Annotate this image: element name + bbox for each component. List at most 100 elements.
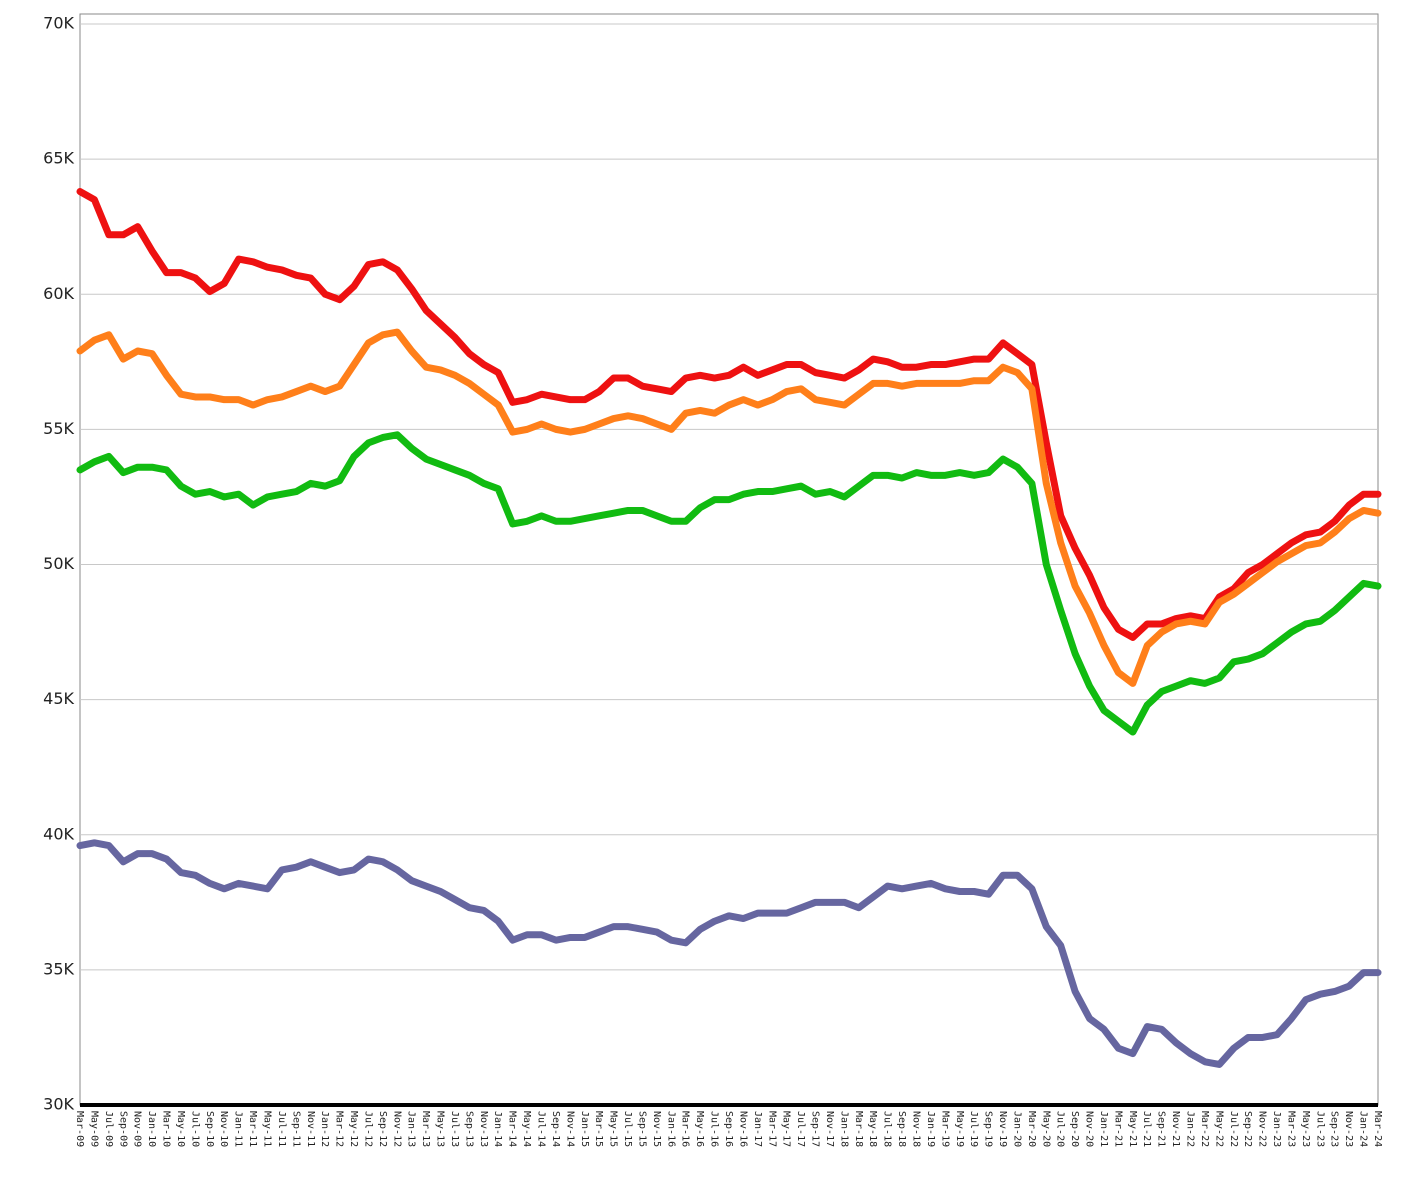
x-tick-label: Mar-21 — [1112, 1111, 1123, 1147]
y-tick-label: 70K — [43, 14, 74, 33]
x-tick-label: Nov-18 — [910, 1111, 921, 1147]
x-tick-label: Nov-09 — [132, 1111, 143, 1147]
x-tick-label: Jan-19 — [925, 1111, 936, 1147]
x-tick-label: Jan-24 — [1358, 1111, 1369, 1147]
x-tick-label: Mar-23 — [1285, 1111, 1296, 1147]
x-tick-label: Mar-24 — [1372, 1111, 1383, 1147]
x-tick-label: Jan-11 — [233, 1111, 244, 1147]
x-tick-label: Sep-11 — [290, 1111, 301, 1147]
x-tick-label: Nov-21 — [1170, 1111, 1181, 1147]
x-tick-label: May-22 — [1213, 1111, 1224, 1147]
x-tick-label: Mar-17 — [766, 1111, 777, 1147]
x-tick-label: Sep-18 — [896, 1111, 907, 1147]
x-tick-label: Sep-20 — [1069, 1111, 1080, 1147]
x-tick-label: Sep-22 — [1242, 1111, 1253, 1147]
x-tick-label: May-12 — [348, 1111, 359, 1147]
y-tick-label: 60K — [43, 284, 74, 303]
x-tick-label: Jul-12 — [362, 1111, 373, 1147]
x-tick-label: Jul-18 — [882, 1111, 893, 1147]
x-tick-label: May-19 — [954, 1111, 965, 1147]
x-tick-label: Jul-11 — [276, 1111, 287, 1147]
x-tick-label: Mar-18 — [853, 1111, 864, 1147]
x-tick-label: Nov-10 — [218, 1111, 229, 1147]
x-tick-label: Nov-16 — [737, 1111, 748, 1147]
x-tick-label: Mar-14 — [507, 1111, 518, 1147]
y-tick-label: 50K — [43, 554, 74, 573]
x-tick-label: Mar-19 — [939, 1111, 950, 1147]
x-tick-label: Jul-23 — [1314, 1111, 1325, 1147]
x-tick-label: May-10 — [175, 1111, 186, 1147]
x-tick-label: Jan-10 — [146, 1111, 157, 1147]
series-line — [76, 431, 1382, 736]
x-tick-label: May-16 — [694, 1111, 705, 1147]
x-tick-label: Jul-16 — [709, 1111, 720, 1147]
x-tick-label: Jul-09 — [103, 1111, 114, 1147]
x-tick-label: Nov-23 — [1343, 1111, 1354, 1147]
x-tick-label: Jan-14 — [492, 1111, 503, 1147]
x-tick-label: May-14 — [521, 1111, 532, 1147]
x-tick-label: Nov-12 — [391, 1111, 402, 1147]
y-tick-label: 55K — [43, 419, 74, 438]
x-tick-label: Nov-17 — [824, 1111, 835, 1147]
x-tick-label: Sep-09 — [117, 1111, 128, 1147]
y-tick-label: 65K — [43, 149, 74, 168]
x-tick-label: Jan-18 — [838, 1111, 849, 1147]
x-tick-label: Mar-22 — [1199, 1111, 1210, 1147]
x-tick-label: Sep-13 — [463, 1111, 474, 1147]
x-tick-label: Mar-12 — [334, 1111, 345, 1147]
x-tick-label: Jul-19 — [968, 1111, 979, 1147]
x-tick-label: Mar-10 — [161, 1111, 172, 1147]
x-tick-label: Jan-22 — [1185, 1111, 1196, 1147]
x-tick-label: Jan-21 — [1098, 1111, 1109, 1147]
x-tick-label: Jan-23 — [1271, 1111, 1282, 1147]
x-tick-label: Jul-21 — [1141, 1111, 1152, 1147]
x-tick-label: Jan-17 — [752, 1111, 763, 1147]
x-tick-label: May-11 — [261, 1111, 272, 1147]
x-tick-label: Jan-16 — [665, 1111, 676, 1147]
x-tick-label: May-18 — [867, 1111, 878, 1147]
x-tick-label: Mar-20 — [1026, 1111, 1037, 1147]
x-tick-label: Jul-14 — [536, 1111, 547, 1147]
x-tick-label: Nov-14 — [564, 1111, 575, 1147]
x-tick-label: Nov-22 — [1257, 1111, 1268, 1147]
x-tick-label: Sep-21 — [1156, 1111, 1167, 1147]
x-tick-label: May-13 — [435, 1111, 446, 1147]
x-tick-label: May-23 — [1300, 1111, 1311, 1147]
x-tick-label: Jul-22 — [1228, 1111, 1239, 1147]
x-tick-label: Mar-09 — [74, 1111, 85, 1147]
x-tick-label: May-20 — [1040, 1111, 1051, 1147]
y-tick-label: 40K — [43, 824, 74, 843]
x-tick-label: Jul-13 — [449, 1111, 460, 1147]
x-tick-label: Jan-12 — [319, 1111, 330, 1147]
series-line — [76, 188, 1382, 641]
x-tick-label: Sep-15 — [636, 1111, 647, 1147]
x-tick-label: Jul-17 — [795, 1111, 806, 1147]
x-tick-label: Nov-20 — [1084, 1111, 1095, 1147]
series-line — [76, 328, 1382, 687]
x-tick-label: May-17 — [781, 1111, 792, 1147]
x-tick-label: Jan-15 — [579, 1111, 590, 1147]
x-tick-label: Nov-19 — [997, 1111, 1008, 1147]
x-tick-label: May-21 — [1127, 1111, 1138, 1147]
x-tick-label: Sep-16 — [723, 1111, 734, 1147]
x-tick-label: Nov-15 — [651, 1111, 662, 1147]
x-tick-label: Mar-13 — [420, 1111, 431, 1147]
x-tick-label: May-15 — [608, 1111, 619, 1147]
x-tick-label: Jan-13 — [406, 1111, 417, 1147]
y-tick-label: 35K — [43, 959, 74, 978]
x-tick-label: Mar-11 — [247, 1111, 258, 1147]
x-tick-label: Sep-19 — [983, 1111, 994, 1147]
x-tick-label: Sep-14 — [550, 1111, 561, 1147]
x-tick-label: Sep-23 — [1329, 1111, 1340, 1147]
x-tick-label: Sep-17 — [810, 1111, 821, 1147]
x-tick-label: Jul-20 — [1055, 1111, 1066, 1147]
x-tick-label: Nov-13 — [478, 1111, 489, 1147]
x-tick-label: May-09 — [88, 1111, 99, 1147]
plot-frame — [79, 13, 1379, 1106]
x-tick-label: Sep-10 — [204, 1111, 215, 1147]
y-tick-label: 30K — [43, 1095, 74, 1114]
x-tick-label: Nov-11 — [305, 1111, 316, 1147]
x-tick-label: Jul-10 — [189, 1111, 200, 1147]
x-tick-label: Sep-12 — [377, 1111, 388, 1147]
